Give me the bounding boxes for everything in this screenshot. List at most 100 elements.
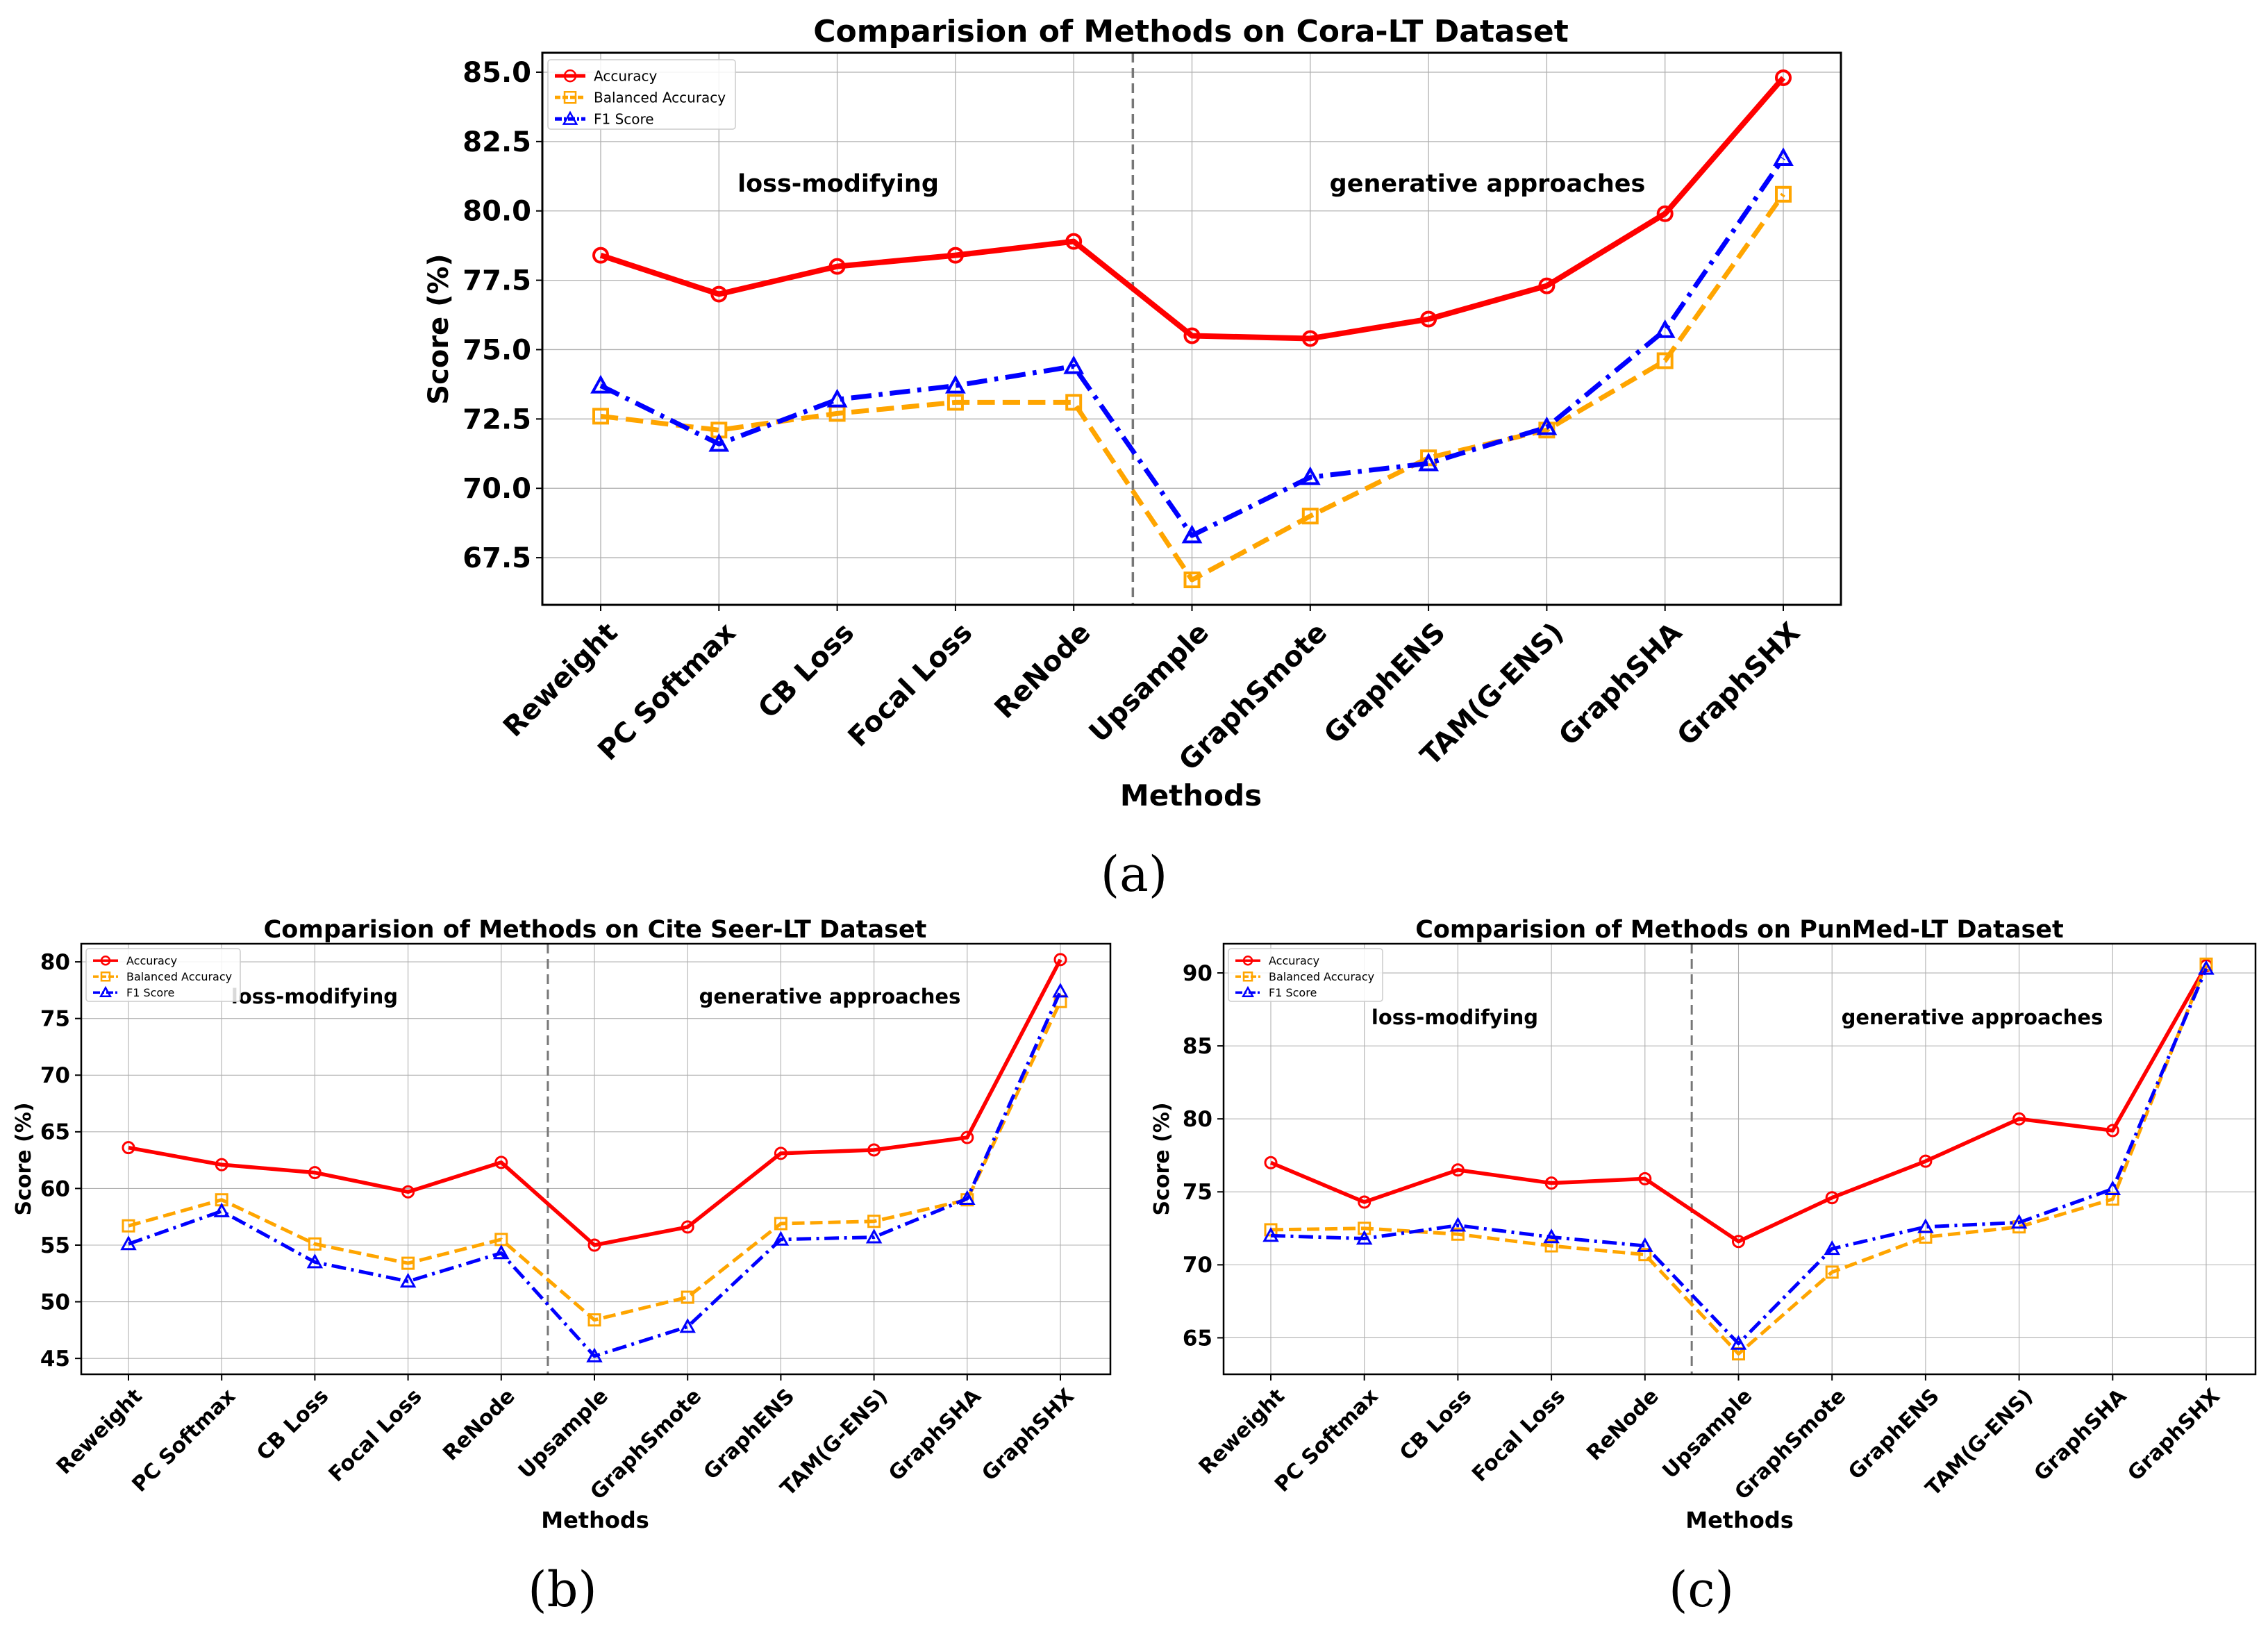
x-tick-label: GraphENS — [699, 1384, 800, 1485]
x-tick-label: GraphSHA — [2030, 1384, 2132, 1486]
x-tick-label: Reweight — [497, 617, 624, 743]
panel-a-yticks: 67.5 70.0 72.5 75.0 77.5 80.0 82.5 85.0 — [462, 57, 542, 574]
point-accuracy — [1264, 1156, 1278, 1169]
point-f1-score — [1637, 1237, 1653, 1252]
point-accuracy — [960, 1131, 974, 1144]
x-tick-label: Upsample — [514, 1384, 613, 1483]
point-f1-score — [1052, 983, 1069, 998]
point-balanced-accuracy — [1656, 352, 1674, 369]
point-balanced-accuracy — [681, 1290, 694, 1304]
point-accuracy — [1732, 1235, 1745, 1249]
legend-label-balanced-accuracy: Balanced Accuracy — [594, 89, 726, 106]
point-accuracy — [1825, 1191, 1839, 1205]
point-balanced-accuracy — [947, 394, 964, 411]
point-accuracy — [1638, 1172, 1652, 1185]
point-accuracy — [1544, 1176, 1558, 1190]
point-f1-score — [1063, 355, 1085, 374]
point-accuracy — [2012, 1112, 2026, 1126]
legend-label-balanced-accuracy: Balanced Accuracy — [126, 970, 232, 983]
legend-box — [547, 59, 736, 130]
panel-a-legend: Accuracy Balanced Accuracy F1 Score — [547, 59, 736, 130]
point-f1-score — [1536, 416, 1558, 435]
legend-marker-accuracy — [1242, 956, 1253, 966]
y-tick-label: 65 — [40, 1120, 70, 1145]
x-tick-label: Reweight — [1194, 1384, 1290, 1479]
point-balanced-accuracy — [1775, 185, 1792, 203]
y-tick-label: 80 — [1183, 1107, 1212, 1132]
point-accuracy — [774, 1147, 787, 1160]
point-accuracy — [587, 1238, 601, 1252]
panel-b-title: Comparision of Methods on Cite Seer-LT D… — [264, 916, 927, 944]
point-f1-score — [1654, 319, 1676, 338]
y-tick-label: 85 — [1183, 1034, 1212, 1059]
x-tick-label: CB Loss — [1395, 1384, 1476, 1465]
y-tick-label: 70 — [40, 1063, 70, 1088]
point-balanced-accuracy — [867, 1215, 881, 1228]
legend-marker-f1-score — [562, 110, 578, 125]
series-line-balanced-accuracy — [600, 192, 1785, 583]
x-tick-label: Focal Loss — [842, 617, 979, 753]
point-f1-score — [1730, 1335, 1747, 1350]
point-accuracy — [867, 1143, 881, 1157]
point-f1-score — [865, 1228, 883, 1244]
point-f1-score — [945, 374, 966, 394]
y-tick-label: 70.0 — [462, 473, 531, 505]
legend-label-accuracy: Accuracy — [1269, 954, 1319, 967]
legend-marker-balanced-accuracy — [1242, 972, 1253, 982]
point-balanced-accuracy — [774, 1217, 787, 1231]
panel-c-title: Comparision of Methods on PunMed-LT Data… — [1415, 916, 2064, 944]
y-tick-label: 67.5 — [462, 542, 531, 574]
legend-marker-balanced-accuracy — [100, 972, 111, 982]
panel-b-region-right: generative approaches — [699, 985, 961, 1008]
x-tick-label: Reweight — [52, 1384, 147, 1479]
point-accuracy — [710, 285, 728, 303]
series-line-balanced-accuracy — [128, 1001, 1062, 1322]
series-line-accuracy — [128, 958, 1062, 1247]
panel-b-legend: Accuracy Balanced Accuracy F1 Score — [85, 948, 241, 1002]
point-accuracy — [1656, 205, 1674, 222]
point-accuracy — [1301, 330, 1319, 347]
legend-label-f1-score: F1 Score — [594, 110, 654, 127]
point-f1-score — [1356, 1230, 1373, 1245]
point-f1-score — [679, 1318, 696, 1333]
y-tick-label: 45 — [40, 1347, 70, 1372]
panel-b-region-left: loss-modifying — [231, 985, 398, 1008]
point-accuracy — [494, 1156, 508, 1169]
point-f1-score — [1418, 452, 1439, 472]
y-tick-label: 85.0 — [462, 57, 531, 89]
series-line-accuracy — [599, 76, 1786, 342]
point-f1-score — [2104, 1180, 2121, 1195]
x-tick-label: GraphENS — [1844, 1384, 1944, 1485]
point-balanced-accuracy — [1065, 394, 1083, 411]
legend-marker-balanced-accuracy — [563, 91, 577, 104]
point-f1-score — [1449, 1217, 1467, 1232]
panel-b-ylabel: Score (%) — [12, 1102, 36, 1215]
point-accuracy — [681, 1220, 694, 1234]
y-tick-label: 75 — [40, 1007, 70, 1032]
panel-c-xlabel: Methods — [1685, 1507, 1794, 1533]
legend-marker-accuracy — [100, 956, 111, 966]
x-tick-label: Focal Loss — [1467, 1384, 1570, 1487]
point-f1-score — [826, 388, 848, 408]
point-balanced-accuracy — [1638, 1248, 1652, 1262]
point-f1-score — [708, 433, 730, 452]
series-line-f1-score — [1270, 967, 2208, 1346]
point-f1-score — [1299, 466, 1321, 485]
point-f1-score — [493, 1244, 510, 1260]
y-tick-label: 77.5 — [462, 265, 531, 297]
panel-a-letter: (a) — [1101, 846, 1167, 903]
panel-a-region-left: loss-modifying — [737, 170, 939, 198]
series-line-accuracy — [1269, 965, 2208, 1244]
panel-b-series — [120, 953, 1069, 1362]
x-tick-label: CB Loss — [252, 1384, 333, 1465]
panel-b-yticks: 45 50 55 60 65 70 75 80 — [40, 950, 81, 1372]
x-tick-label: Upsample — [1658, 1384, 1757, 1483]
y-tick-label: 55 — [40, 1233, 70, 1258]
legend-marker-f1-score — [99, 985, 112, 998]
point-f1-score — [2010, 1214, 2028, 1229]
panel-b-grid — [81, 944, 1110, 1374]
point-f1-score — [213, 1202, 230, 1217]
